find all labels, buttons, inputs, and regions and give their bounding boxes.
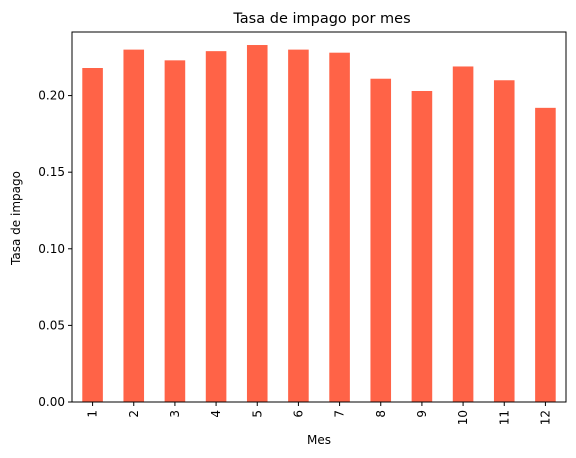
bar-mes-12 <box>535 107 556 403</box>
bar-mes-3 <box>164 60 186 402</box>
x-tick-label: 5 <box>250 410 264 418</box>
bar-mes-9 <box>411 90 433 402</box>
bar-mes-11 <box>493 80 515 403</box>
y-axis-title: Tasa de impago <box>9 171 23 266</box>
x-tick-label: 8 <box>374 410 388 418</box>
x-axis-title: Mes <box>307 433 331 447</box>
y-tick-label: 0.10 <box>38 242 65 256</box>
bar-mes-1 <box>82 68 103 402</box>
x-tick-label: 3 <box>168 410 182 418</box>
plot-frame <box>71 31 567 403</box>
x-tick-label: 6 <box>291 410 305 418</box>
x-tick-label: 9 <box>415 410 429 418</box>
x-tick-label: 11 <box>497 410 511 425</box>
x-tick-label: 10 <box>456 410 470 425</box>
y-tick-label: 0.05 <box>38 318 65 332</box>
bar-mes-7 <box>329 52 350 403</box>
x-axis-ticks: 1 2 3 4 5 6 7 8 9 10 11 12 <box>86 402 552 425</box>
x-tick-label: 7 <box>333 410 347 418</box>
x-tick-label: 4 <box>209 410 223 418</box>
bar-mes-6 <box>288 49 309 402</box>
bar-series <box>82 45 556 403</box>
bar-mes-8 <box>370 78 392 403</box>
x-tick-label: 1 <box>86 410 100 418</box>
bar-mes-4 <box>205 51 227 403</box>
bar-mes-5 <box>246 45 268 403</box>
y-tick-label: 0.20 <box>38 89 65 103</box>
bar-mes-10 <box>452 66 474 402</box>
y-tick-label: 0.00 <box>38 395 65 409</box>
y-axis-ticks: 0.00 0.05 0.10 0.15 0.20 <box>38 89 72 409</box>
chart-title: Tasa de impago por mes <box>232 11 410 27</box>
bar-mes-2 <box>123 49 145 402</box>
x-tick-label: 12 <box>538 410 552 425</box>
x-tick-label: 2 <box>127 410 141 418</box>
y-tick-label: 0.15 <box>38 165 65 179</box>
